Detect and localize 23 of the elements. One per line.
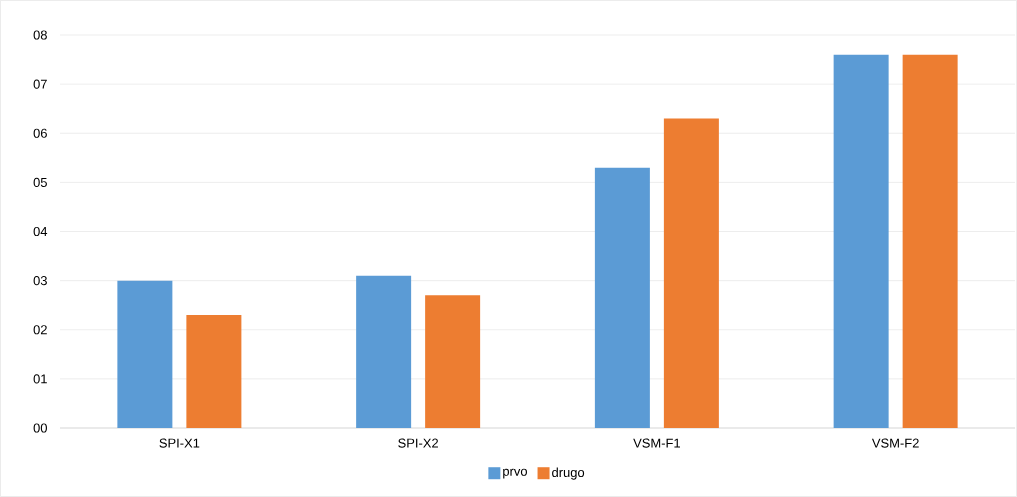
bar [902,54,958,428]
y-tick-label: 04 [33,226,48,237]
x-tick-label: VSM-F1 [633,438,680,448]
x-tick-label: SPI-X2 [398,438,438,448]
bar [663,118,719,428]
y-tick-label: 00 [33,423,47,433]
y-tick-label: 07 [33,79,47,89]
legend-label: drugo [552,467,585,480]
bar [117,280,173,428]
x-tick-label: SPI-X1 [159,438,200,448]
bar [356,275,412,428]
bar [833,54,889,428]
bar [594,167,650,428]
legend-label: prvo [503,468,527,479]
bar [425,295,481,428]
y-tick-label: 03 [33,276,47,286]
y-tick-label: 08 [33,30,47,40]
y-tick-label: 06 [33,128,47,138]
y-tick-label: 05 [33,177,47,187]
x-tick-label: VSM-F2 [871,438,919,448]
y-tick-label: 02 [33,325,47,335]
bar [186,315,242,428]
y-tick-label: 01 [33,374,47,384]
